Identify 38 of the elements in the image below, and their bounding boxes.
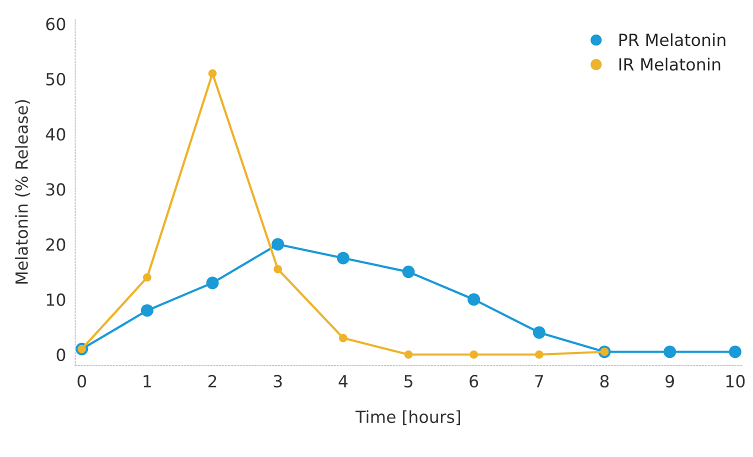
y-tick-label: 10: [46, 293, 66, 306]
point: [532, 326, 546, 339]
x-tick-label: 3: [274, 374, 282, 388]
point: [143, 273, 152, 282]
point: [468, 293, 480, 306]
x-tick-label: 1: [144, 375, 151, 388]
x-tick-label: 4: [338, 375, 348, 388]
point: [404, 350, 413, 359]
x-tick-label: 6: [470, 374, 478, 388]
point: [339, 334, 348, 342]
legend-label: IR Melatonin: [619, 58, 720, 71]
point: [274, 264, 282, 274]
legend-label: PR Melatonin: [619, 33, 726, 46]
x-tick-label: 10: [726, 374, 745, 388]
point: [535, 350, 544, 359]
point: [728, 346, 742, 358]
x-tick-label: 8: [600, 374, 609, 388]
y-tick-label: 60: [46, 18, 66, 30]
point: [272, 238, 284, 251]
y-tick-label: 50: [46, 72, 66, 86]
point: [208, 69, 217, 78]
x-tick-label: 9: [666, 374, 674, 388]
y-axis-title: Melatonin (% Release): [15, 100, 30, 284]
point: [664, 346, 676, 358]
point: [140, 304, 154, 317]
point: [206, 276, 219, 290]
y-tick-label: 30: [46, 183, 66, 196]
y-tick-label: 40: [46, 128, 66, 141]
x-axis-title: Time [hours]: [355, 410, 460, 426]
x-tick-label: 0: [78, 374, 86, 388]
point: [402, 266, 415, 278]
x-tick-label: 7: [535, 375, 544, 388]
x-tick-label: 5: [404, 375, 412, 388]
point: [470, 350, 478, 359]
x-tick-label: 2: [208, 374, 216, 388]
y-tick-label: 20: [46, 238, 66, 251]
y-tick-label: 0: [56, 348, 66, 362]
point: [336, 252, 350, 264]
